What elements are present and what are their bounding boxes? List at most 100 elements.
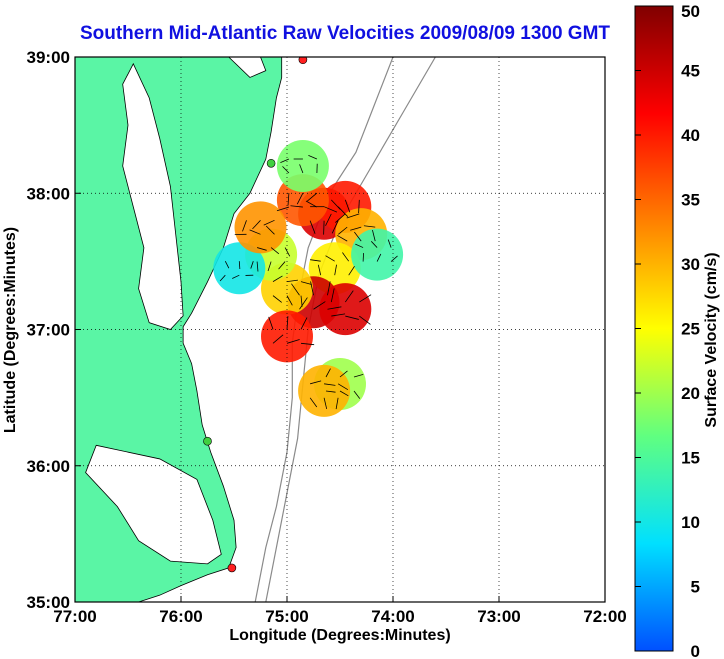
velocity-arrow bbox=[325, 390, 336, 393]
station-marker bbox=[298, 57, 308, 65]
colorbar-tick-label: 35 bbox=[681, 191, 700, 210]
station-marker bbox=[227, 563, 237, 573]
colorbar-tick-label: 0 bbox=[691, 642, 700, 659]
velocity-arrow bbox=[307, 192, 318, 202]
velocity-arrow bbox=[232, 274, 240, 279]
velocity-arrow bbox=[344, 290, 354, 303]
velocity-cell bbox=[319, 283, 372, 336]
velocity-cell bbox=[213, 242, 266, 295]
y-tick-label: 36:00 bbox=[27, 457, 70, 476]
velocity-arrow bbox=[324, 383, 336, 386]
velocity-arrow bbox=[249, 229, 261, 235]
velocity-arrow bbox=[348, 266, 355, 276]
velocity-arrows bbox=[219, 155, 398, 410]
colorbar-label: Surface Velocity (cm/s) bbox=[703, 252, 720, 427]
velocity-arrow bbox=[390, 255, 398, 262]
pamlico-sound bbox=[85, 444, 222, 565]
velocity-arrow bbox=[308, 155, 318, 160]
velocity-arrow bbox=[325, 368, 331, 378]
velocity-arrow bbox=[238, 261, 241, 269]
velocity-arrow bbox=[337, 235, 348, 242]
velocity-arrow bbox=[363, 225, 376, 228]
velocity-arrow bbox=[345, 315, 359, 320]
velocity-arrow bbox=[325, 255, 335, 262]
velocity-arrow bbox=[224, 261, 230, 269]
colorbar: 0 5 10 15 20 25 30 35 40 45 50 bbox=[634, 2, 700, 659]
velocity-arrow bbox=[387, 239, 392, 248]
station-marker bbox=[266, 158, 276, 168]
velocity-arrow bbox=[355, 243, 364, 248]
velocity-arrow bbox=[342, 252, 350, 262]
velocity-arrow bbox=[309, 397, 318, 408]
velocity-arrow bbox=[280, 158, 290, 163]
velocity-arrow bbox=[299, 164, 304, 174]
velocity-arrow bbox=[339, 370, 348, 378]
velocity-arrow bbox=[219, 274, 226, 282]
velocity-arrow bbox=[286, 295, 293, 306]
velocity-arrow bbox=[300, 342, 315, 346]
x-tick-label: 76:00 bbox=[159, 607, 202, 626]
velocity-arrow bbox=[286, 316, 289, 330]
velocity-field bbox=[213, 140, 404, 417]
velocity-arrow bbox=[338, 226, 348, 235]
station-marker bbox=[203, 436, 212, 446]
y-tick-label: 35:00 bbox=[27, 593, 70, 612]
velocity-arrow bbox=[300, 295, 303, 307]
y-axis-label: Latitude (Degrees:Minutes) bbox=[2, 227, 19, 433]
velocity-arrow bbox=[335, 397, 339, 410]
chesapeake-bay bbox=[122, 62, 184, 330]
velocity-cell bbox=[351, 228, 404, 281]
velocity-arrow bbox=[276, 206, 290, 212]
velocity-arrow bbox=[344, 199, 351, 213]
x-tick-label: 77:00 bbox=[53, 607, 96, 626]
velocity-arrow bbox=[282, 166, 290, 174]
velocity-arrow bbox=[323, 206, 338, 213]
velocity-arrow bbox=[358, 199, 360, 214]
velocity-arrow bbox=[376, 253, 382, 262]
velocity-arrow bbox=[270, 247, 280, 255]
velocity-arrow bbox=[305, 200, 318, 208]
velocity-arrow bbox=[317, 264, 322, 276]
velocity-arrow bbox=[286, 339, 300, 344]
colorbar-tick-label: 40 bbox=[681, 126, 700, 145]
x-axis-ticks: 77:00 76:00 75:00 74:00 73:00 72:00 bbox=[53, 596, 627, 626]
velocity-arrow bbox=[250, 261, 254, 269]
velocity-arrow bbox=[267, 261, 272, 272]
land-layer bbox=[75, 57, 283, 602]
x-tick-label: 75:00 bbox=[265, 607, 308, 626]
velocity-arrow bbox=[256, 261, 259, 272]
velocity-arrow bbox=[284, 247, 291, 257]
stations bbox=[203, 57, 308, 573]
velocity-arrow bbox=[346, 213, 360, 219]
x-axis-label: Longitude (Degrees:Minutes) bbox=[229, 627, 450, 644]
velocity-arrow bbox=[309, 220, 316, 234]
velocity-arrow bbox=[309, 380, 322, 385]
velocity-arrow bbox=[272, 295, 282, 303]
velocity-arrow bbox=[300, 281, 312, 285]
x-tick-label: 72:00 bbox=[583, 607, 626, 626]
velocity-arrow bbox=[339, 390, 349, 397]
velocity-arrow bbox=[350, 226, 362, 231]
velocity-arrow bbox=[331, 220, 339, 234]
plot-area bbox=[75, 57, 605, 602]
velocity-cell bbox=[234, 201, 287, 254]
velocity-arrow bbox=[310, 281, 314, 296]
velocity-arrow bbox=[291, 283, 300, 296]
velocity-arrow bbox=[353, 373, 364, 378]
velocity-cell bbox=[298, 364, 351, 417]
velocity-arrow bbox=[331, 199, 341, 210]
colorbar-tick-label: 25 bbox=[681, 320, 700, 339]
velocity-arrow bbox=[310, 259, 321, 262]
grid-lines bbox=[75, 57, 605, 602]
x-tick-label: 73:00 bbox=[477, 607, 520, 626]
velocity-arrow bbox=[334, 264, 337, 276]
velocity-arrow bbox=[323, 397, 328, 410]
velocity-arrow bbox=[359, 315, 371, 325]
velocity-arrow bbox=[263, 219, 275, 226]
velocity-arrow bbox=[354, 231, 362, 242]
colorbar-tick-label: 10 bbox=[681, 513, 700, 532]
velocity-arrow bbox=[359, 294, 372, 303]
velocity-arrow bbox=[327, 306, 342, 310]
chart-title: Southern Mid-Atlantic Raw Velocities 200… bbox=[80, 23, 610, 44]
velocity-arrow bbox=[242, 220, 247, 232]
